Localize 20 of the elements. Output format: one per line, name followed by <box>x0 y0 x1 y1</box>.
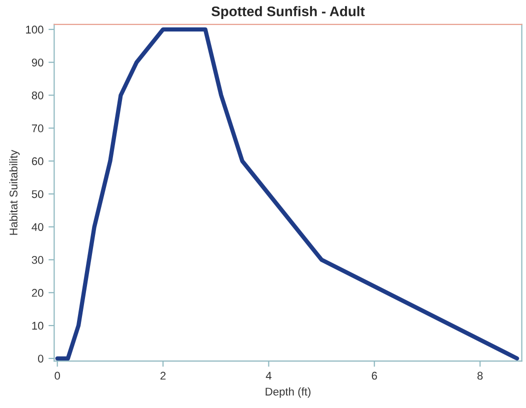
x-tick-label: 4 <box>266 372 272 380</box>
x-tick-label: 2 <box>160 372 166 380</box>
y-tick-label: 80 <box>32 91 44 100</box>
y-tick-label: 20 <box>32 288 44 297</box>
y-tick-label: 70 <box>32 124 44 132</box>
y-tick-label: 40 <box>32 223 44 231</box>
y-axis-title: Habitat Suitability <box>9 150 20 235</box>
line-series <box>55 27 520 361</box>
y-tick-label: 10 <box>32 322 44 330</box>
y-tick-label: 100 <box>26 26 44 34</box>
y-tick-label: 50 <box>32 190 44 198</box>
y-tick-label: 90 <box>32 58 44 66</box>
chart-title: Spotted Sunfish - Adult <box>212 6 365 20</box>
x-axis-title: Depth (ft) <box>266 387 310 398</box>
y-tick-label: 0 <box>38 354 44 363</box>
y-tick-label: 30 <box>32 256 44 264</box>
x-tick-label: 0 <box>54 372 60 380</box>
y-tick-label: 60 <box>32 157 44 166</box>
x-tick-label: 6 <box>372 372 377 380</box>
x-tick-label: 8 <box>477 372 483 380</box>
